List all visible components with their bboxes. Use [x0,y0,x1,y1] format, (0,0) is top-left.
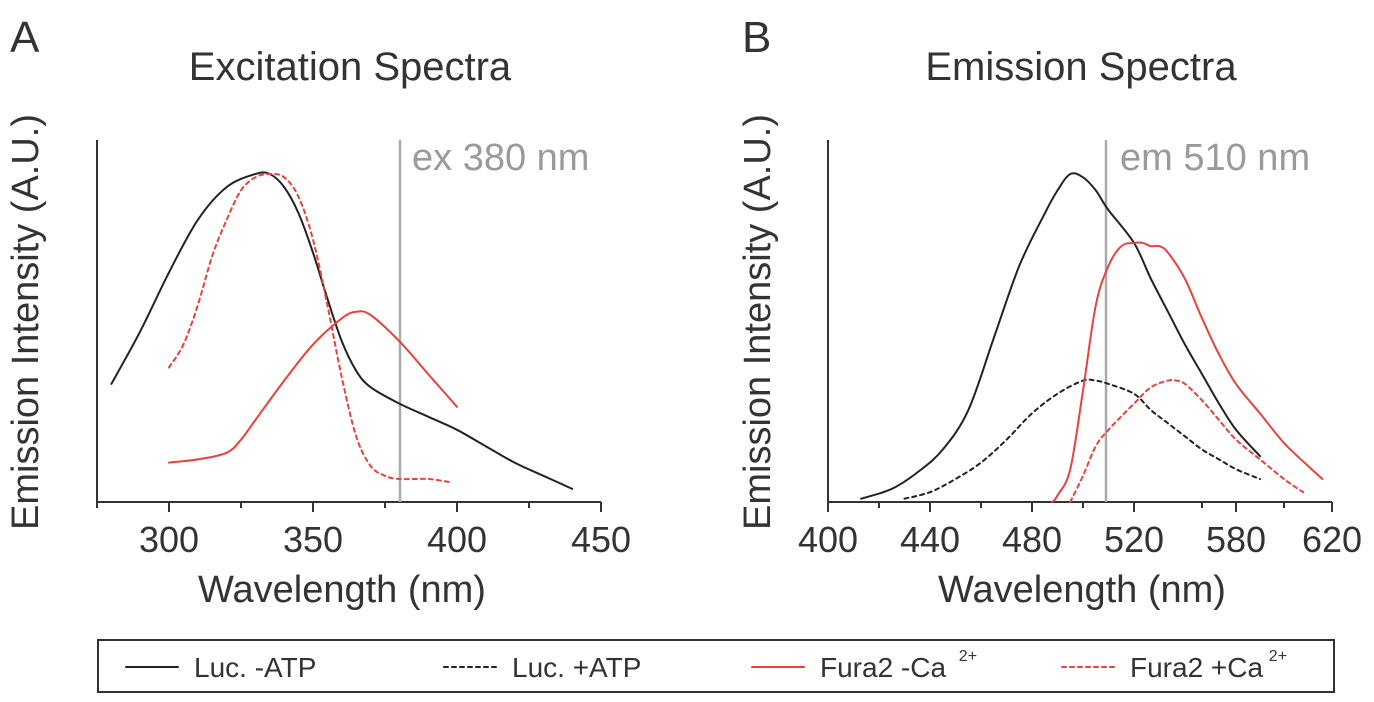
series-line [1051,241,1324,503]
legend-label: Fura2 +Ca [1130,652,1263,683]
legend-label: Fura2 -Ca [820,652,946,683]
panel-b-title: Emission Spectra [925,45,1237,89]
x-tick-label: 520 [1104,519,1164,560]
panel-a-tick-labels: 300 350 400 450 [139,519,631,560]
series-line [1069,378,1305,503]
panel-b-annotation: em 510 nm [1120,137,1310,179]
x-tick-label: 450 [571,519,631,560]
x-tick-label: 300 [139,519,199,560]
panel-b-tick-labels: 400 440 480 520 580 620 [798,519,1362,560]
panel-a-ylabel: Emission Intensity (A.U.) [5,114,47,530]
x-tick-label: 620 [1302,519,1362,560]
x-tick-label: 440 [900,519,960,560]
series-line [168,310,458,464]
panel-b-emission-chart: B Emission Spectra Emission Intensity (A… [737,13,1362,611]
legend: Luc. -ATP Luc. +ATP Fura2 -Ca 2+ Fura2 +Ca 2+ [97,639,1335,693]
legend-label-superscript: 2+ [959,648,977,665]
x-tick-label: 400 [427,519,487,560]
legend-items: Luc. -ATP Luc. +ATP Fura2 -Ca 2+ Fura2 +Ca 2+ [125,648,1287,683]
panel-b-ylabel: Emission Intensity (A.U.) [737,114,779,530]
panel-a-xlabel: Wavelength (nm) [198,569,486,611]
legend-box [97,639,1335,693]
legend-label: Luc. +ATP [512,652,641,683]
panel-a-title: Excitation Spectra [189,45,512,89]
panel-a-excitation-chart: A Excitation Spectra Emission Intensity … [5,13,631,611]
x-tick-label: 400 [798,519,858,560]
panel-a-letter: A [10,13,40,62]
series-line [903,378,1261,500]
panel-b-curves [860,172,1324,503]
panel-b-ticks [827,502,1333,512]
series-line [860,172,1261,500]
x-tick-label: 580 [1206,519,1266,560]
series-line [168,172,453,484]
panel-a-curves [110,171,574,490]
legend-label-superscript: 2+ [1269,648,1287,665]
panel-b-letter: B [742,13,771,62]
legend-label: Luc. -ATP [194,652,316,683]
series-line [110,171,574,490]
panel-b-xlabel: Wavelength (nm) [938,569,1226,611]
x-tick-label: 350 [283,519,343,560]
panel-a-ticks [96,502,602,512]
x-tick-label: 480 [1002,519,1062,560]
panel-a-annotation: ex 380 nm [412,137,589,179]
